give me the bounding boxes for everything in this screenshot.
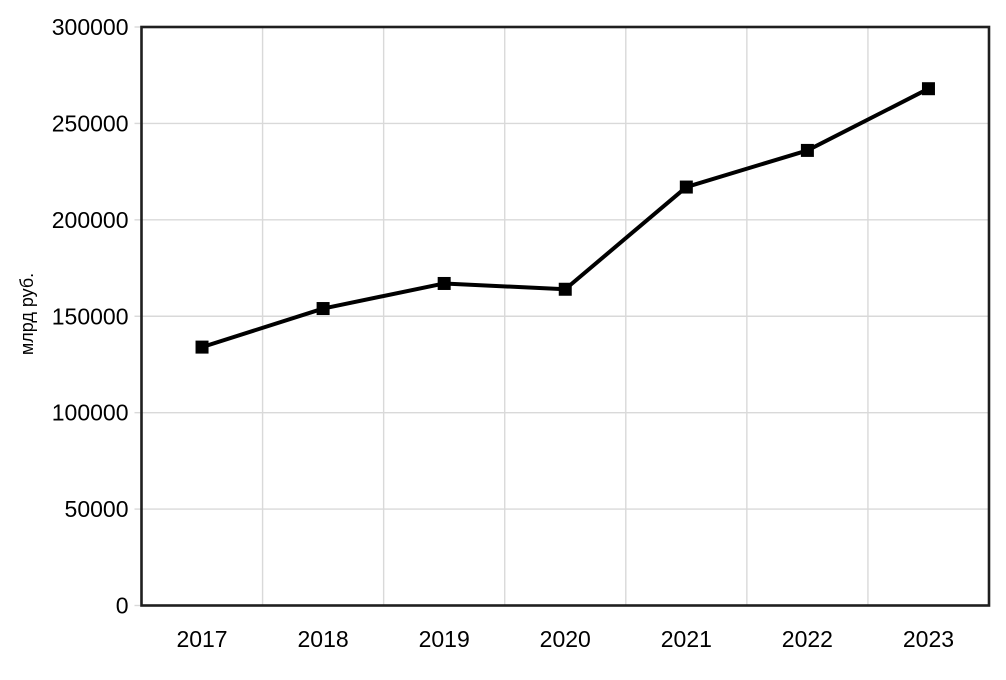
plot-border bbox=[140, 25, 991, 607]
data-point-2020 bbox=[558, 282, 572, 296]
y-tick-label: 150000 bbox=[52, 303, 129, 329]
y-tick-label: 250000 bbox=[52, 110, 129, 136]
data-point-2017 bbox=[195, 340, 209, 354]
x-tick-label: 2017 bbox=[176, 626, 227, 652]
data-point-2018 bbox=[316, 302, 330, 316]
data-point-2023 bbox=[921, 82, 935, 96]
x-tick-label: 2022 bbox=[782, 626, 833, 652]
x-tick-label: 2018 bbox=[298, 626, 349, 652]
data-point-2019 bbox=[437, 276, 451, 290]
data-point-2022 bbox=[800, 143, 814, 157]
y-tick-label: 50000 bbox=[65, 496, 129, 522]
y-tick-label: 0 bbox=[116, 593, 129, 619]
x-tick-label: 2021 bbox=[661, 626, 712, 652]
x-tick-label: 2020 bbox=[540, 626, 591, 652]
x-tick-label: 2019 bbox=[419, 626, 470, 652]
data-point-2021 bbox=[679, 180, 693, 194]
y-tick-label: 300000 bbox=[52, 14, 129, 40]
x-tick-label: 2023 bbox=[903, 626, 954, 652]
series-line bbox=[200, 86, 931, 350]
y-tick-label: 200000 bbox=[52, 207, 129, 233]
y-tick-label: 100000 bbox=[52, 400, 129, 426]
